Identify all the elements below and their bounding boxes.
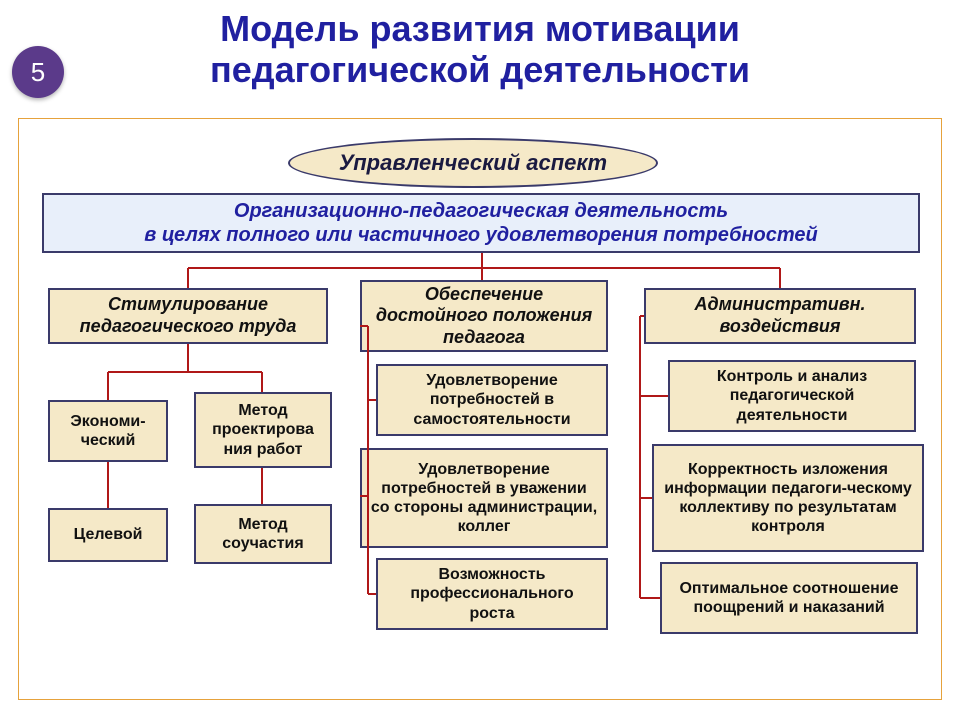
title-block: Модель развития мотивации педагогической…: [0, 8, 960, 91]
branch-a-child-2: Целевой: [48, 508, 168, 562]
branch-a-child-3: Метод соучастия: [194, 504, 332, 564]
title-line2: педагогической деятельности: [0, 49, 960, 90]
main-activity-box: Организационно-педагогическая деятельнос…: [42, 193, 920, 253]
branch-b-child-2: Возможность профессионального роста: [376, 558, 608, 630]
branch-c-child-2: Оптимальное соотношение поощрений и нака…: [660, 562, 918, 634]
branch-a-child-1: Метод проектирова ния работ: [194, 392, 332, 468]
main-box-line2: в целях полного или частичного удовлетво…: [144, 223, 818, 247]
branch-c-child-0: Контроль и анализ педагогической деятель…: [668, 360, 916, 432]
title-line1: Модель развития мотивации: [0, 8, 960, 49]
branch-a-header: Стимулирование педагогического труда: [48, 288, 328, 344]
branch-a-child-0: Экономи-ческий: [48, 400, 168, 462]
slide-number-badge: 5: [12, 46, 64, 98]
main-box-line1: Организационно-педагогическая деятельнос…: [144, 199, 818, 223]
branch-c-header: Административн. воздействия: [644, 288, 916, 344]
aspect-ellipse: Управленческий аспект: [288, 138, 658, 188]
branch-b-child-0: Удовлетворение потребностей в самостояте…: [376, 364, 608, 436]
branch-b-header: Обеспечение достойного положения педагог…: [360, 280, 608, 352]
branch-c-child-1: Корректность изложения информации педаго…: [652, 444, 924, 552]
branch-b-child-1: Удовлетворение потребностей в уважении с…: [360, 448, 608, 548]
